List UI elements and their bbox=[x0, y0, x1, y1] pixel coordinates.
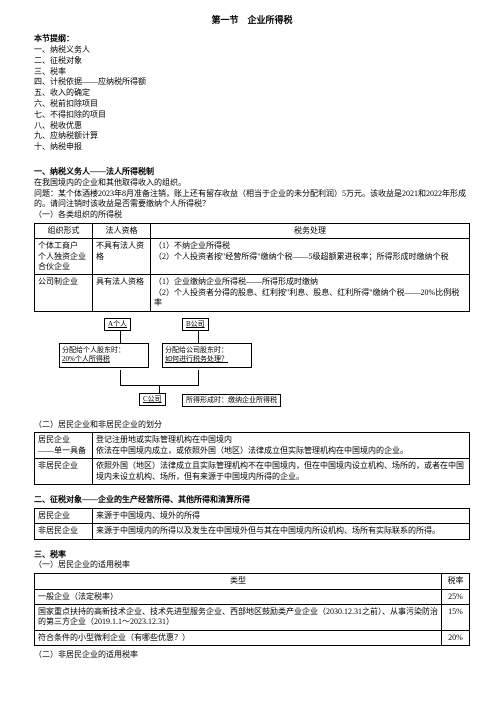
box-a-label: A个人 bbox=[108, 320, 127, 328]
org-a: 个体工商户 bbox=[38, 241, 89, 251]
rate-r2c2: 15% bbox=[442, 604, 470, 630]
right-l2: 如何进行税务处理？ bbox=[165, 355, 249, 364]
org-c: 合伙企业 bbox=[38, 262, 89, 272]
outline-block: 本节提纲： 一、纳税义务人 二、征税对象 三、税率 四、计税依据——应纳税所得额… bbox=[34, 34, 470, 153]
res-c1a: 居民企业 bbox=[38, 435, 70, 444]
tax-object-table: 居民企业 来源于中国境内、境外的所得 非居民企业 来源于中国境内的所得以及发生在… bbox=[34, 508, 470, 540]
td-org1: 个体工商户 个人独资企业 合伙企业 bbox=[35, 239, 93, 275]
res-c1: 居民企业 ——单一具备 bbox=[35, 433, 93, 459]
outline-item: 一、纳税义务人 bbox=[34, 45, 470, 56]
section-1-sub1: （一）各类组织的所得税 bbox=[34, 210, 470, 221]
section-1-line: 在我国境内的企业和其他取得收入的组织。 bbox=[34, 178, 470, 189]
td-tax1: （1）不纳企业所得税 （2）个人投资者按"经营所得"缴纳个税——5级超额累进税率… bbox=[151, 239, 470, 275]
outline-item: 八、税收优惠 bbox=[34, 121, 470, 132]
box-a: A个人 bbox=[104, 318, 131, 331]
section-1-head: 一、纳税义务人——法人所得税制 bbox=[34, 167, 470, 178]
outline-item: 六、税前扣除项目 bbox=[34, 99, 470, 110]
td-tax2: （1）企业缴纳企业所得税——所得形成时缴纳 （2）个人投资者分得的股息、红利按"… bbox=[151, 275, 470, 311]
obj-r2c2: 来源于中国境内的所得以及发生在中国境外但与其在中国境内所设机构、场所有实际联系的… bbox=[93, 524, 470, 539]
section-2-head: 二、征税对象——企业的生产经营所得、其他所得和清算所得 bbox=[34, 495, 470, 506]
left-l2: 20%个人所得税 bbox=[62, 355, 146, 364]
box-left: 分配给个人股东时： 20%个人所得税 bbox=[59, 343, 149, 368]
right-l1: 分配给公司股东时： bbox=[165, 346, 249, 355]
box-bottom: 所得形成时：缴纳企业所得税 bbox=[182, 394, 281, 407]
org-b: 个人独资企业 bbox=[38, 252, 89, 262]
rate-r3c1: 符合条件的小型微利企业（有哪些优惠？） bbox=[35, 630, 442, 645]
rate-r1c2: 25% bbox=[442, 589, 470, 604]
nonres-c1: 非居民企业 bbox=[35, 459, 93, 485]
res-c1b: ——单一具备 bbox=[38, 446, 86, 455]
td-legal1: 不具有法人资格 bbox=[93, 239, 151, 275]
section-1-sub2: （二）居民企业和非居民企业的划分 bbox=[34, 420, 470, 431]
th-org: 组织形式 bbox=[35, 223, 93, 238]
outline-item: 九、应纳税额计算 bbox=[34, 131, 470, 142]
section-3-sub2: （二）非居民企业的适用税率 bbox=[34, 650, 470, 661]
outline-item: 十、纳税申报 bbox=[34, 142, 470, 153]
section-3-head: 三、税率 bbox=[34, 550, 470, 561]
td-legal2: 具有法人资格 bbox=[93, 275, 151, 311]
org-tax-table: 组织形式 法人资格 税务处理 个体工商户 个人独资企业 合伙企业 不具有法人资格… bbox=[34, 223, 470, 312]
box-b: B公司 bbox=[182, 318, 209, 331]
section-1-question: 问题：某个体酒楼2023年8月准备注销，账上还有留存收益（相当于企业的未分配利润… bbox=[34, 189, 470, 211]
res-c2b: 依法在中国境内成立，或依照外国（地区）法律成立但实际管理机构在中国境内的企业。 bbox=[96, 446, 466, 456]
rate-table: 类型 税率 一般企业（法定税率） 25% 国家重点扶持的高新技术企业、技术先进型… bbox=[34, 573, 470, 646]
rate-h1: 类型 bbox=[35, 574, 442, 589]
obj-r1c2: 来源于中国境内、境外的所得 bbox=[93, 508, 470, 523]
rate-r1c1: 一般企业（法定税率） bbox=[35, 589, 442, 604]
obj-r2c1: 非居民企业 bbox=[35, 524, 93, 539]
box-b-label: B公司 bbox=[186, 320, 205, 328]
th-tax: 税务处理 bbox=[151, 223, 470, 238]
box-c-label: C公司 bbox=[143, 395, 162, 403]
rate-r2c1: 国家重点扶持的高新技术企业、技术先进型服务企业、西部地区鼓励类产业企业（2030… bbox=[35, 604, 442, 630]
rate-r3c2: 20% bbox=[442, 630, 470, 645]
tax2a: （1）企业缴纳企业所得税——所得形成时缴纳 bbox=[154, 277, 466, 287]
tax2b: （2）个人投资者分得的股息、红利按"利息、股息、红利所得"缴纳个税——20%比例… bbox=[154, 288, 466, 309]
outline-item: 二、征税对象 bbox=[34, 56, 470, 67]
rate-h2: 税率 bbox=[442, 574, 470, 589]
res-c2a: 登记注册地或实际管理机构在中国境内 bbox=[96, 435, 466, 445]
tax1b: （2）个人投资者按"经营所得"缴纳个税——5级超额累进税率；所得形成时缴纳个税 bbox=[154, 252, 466, 262]
page-title: 第一节 企业所得税 bbox=[34, 14, 470, 26]
outline-item: 五、收入的确定 bbox=[34, 88, 470, 99]
box-right: 分配给公司股东时： 如何进行税务处理？ bbox=[162, 343, 252, 368]
resident-table: 居民企业 ——单一具备 登记注册地或实际管理机构在中国境内 依法在中国境内成立，… bbox=[34, 432, 470, 485]
outline-item: 三、税率 bbox=[34, 67, 470, 78]
res-c2: 登记注册地或实际管理机构在中国境内 依法在中国境内成立，或依照外国（地区）法律成… bbox=[93, 433, 470, 459]
td-org2: 公司制企业 bbox=[35, 275, 93, 311]
outline-item: 七、不得扣除的项目 bbox=[34, 110, 470, 121]
section-3-sub1: （一）居民企业的适用税率 bbox=[34, 560, 470, 571]
box-c: C公司 bbox=[139, 393, 166, 406]
th-legal: 法人资格 bbox=[93, 223, 151, 238]
tax1a: （1）不纳企业所得税 bbox=[154, 241, 466, 251]
nonres-c2: 依照外国（地区）法律成立且实际管理机构不在中国境内，但在中国境内设立机构、场所的… bbox=[93, 459, 470, 485]
outline-head: 本节提纲： bbox=[34, 34, 470, 45]
left-l1: 分配给个人股东时： bbox=[62, 346, 146, 355]
obj-r1c1: 居民企业 bbox=[35, 508, 93, 523]
ownership-diagram: A个人 B公司 分配给个人股东时： 20%个人所得税 分配给公司股东时： 如何进… bbox=[44, 318, 344, 418]
outline-item: 四、计税依据——应纳税所得额 bbox=[34, 77, 470, 88]
